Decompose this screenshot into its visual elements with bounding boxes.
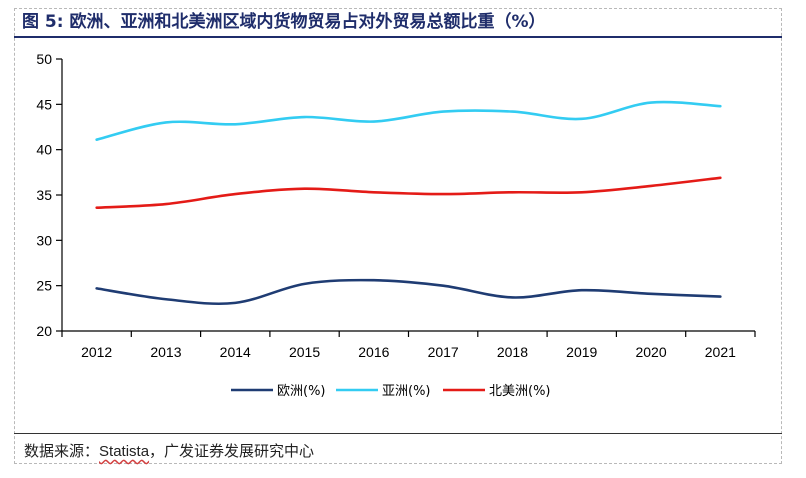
legend-label-1: 欧洲(%) — [277, 384, 326, 399]
legend-label-2: 亚洲(%) — [382, 384, 431, 399]
x-tick-label: 2014 — [220, 344, 251, 360]
x-tick-label: 2017 — [428, 344, 459, 360]
chart-legend: 欧洲(%) 亚洲(%) 北美洲(%) — [231, 384, 551, 399]
y-tick-label: 40 — [36, 142, 52, 158]
chart-series — [95, 100, 722, 306]
x-tick-label: 2018 — [497, 344, 528, 360]
x-tick-label: 2013 — [150, 344, 181, 360]
figure-title: 图 5: 欧洲、亚洲和北美洲区域内货物贸易占对外贸易总额比重（%） — [22, 12, 546, 32]
source-note: 数据来源：Statista，广发证券发展研究中心 — [24, 440, 314, 461]
x-tick-label: 2021 — [705, 344, 736, 360]
series-line-2 — [95, 100, 722, 141]
series-line-1 — [95, 278, 722, 306]
x-tick-label: 2012 — [81, 344, 112, 360]
source-divider — [14, 433, 782, 434]
legend-label-3: 北美洲(%) — [489, 384, 551, 399]
series-line-3 — [95, 176, 722, 209]
y-tick-label: 30 — [36, 232, 52, 248]
y-tick-label: 35 — [36, 187, 52, 203]
x-tick-label: 2019 — [566, 344, 597, 360]
chart-axes: 20 25 30 35 40 45 50 2012 2013 2014 2015 2016 2017 20… — [36, 51, 756, 360]
y-tick-label: 50 — [36, 51, 52, 67]
source-suffix: ，广发证券发展研究中心 — [149, 442, 315, 460]
source-brand: Statista — [99, 443, 150, 460]
x-tick-label: 2016 — [358, 344, 389, 360]
source-prefix: 数据来源： — [24, 442, 100, 460]
y-tick-label: 20 — [36, 323, 52, 339]
x-tick-label: 2020 — [635, 344, 666, 360]
y-tick-label: 25 — [36, 278, 52, 294]
figure-frame — [14, 8, 782, 464]
title-divider — [14, 36, 782, 38]
y-tick-label: 45 — [36, 96, 52, 112]
x-tick-label: 2015 — [289, 344, 320, 360]
